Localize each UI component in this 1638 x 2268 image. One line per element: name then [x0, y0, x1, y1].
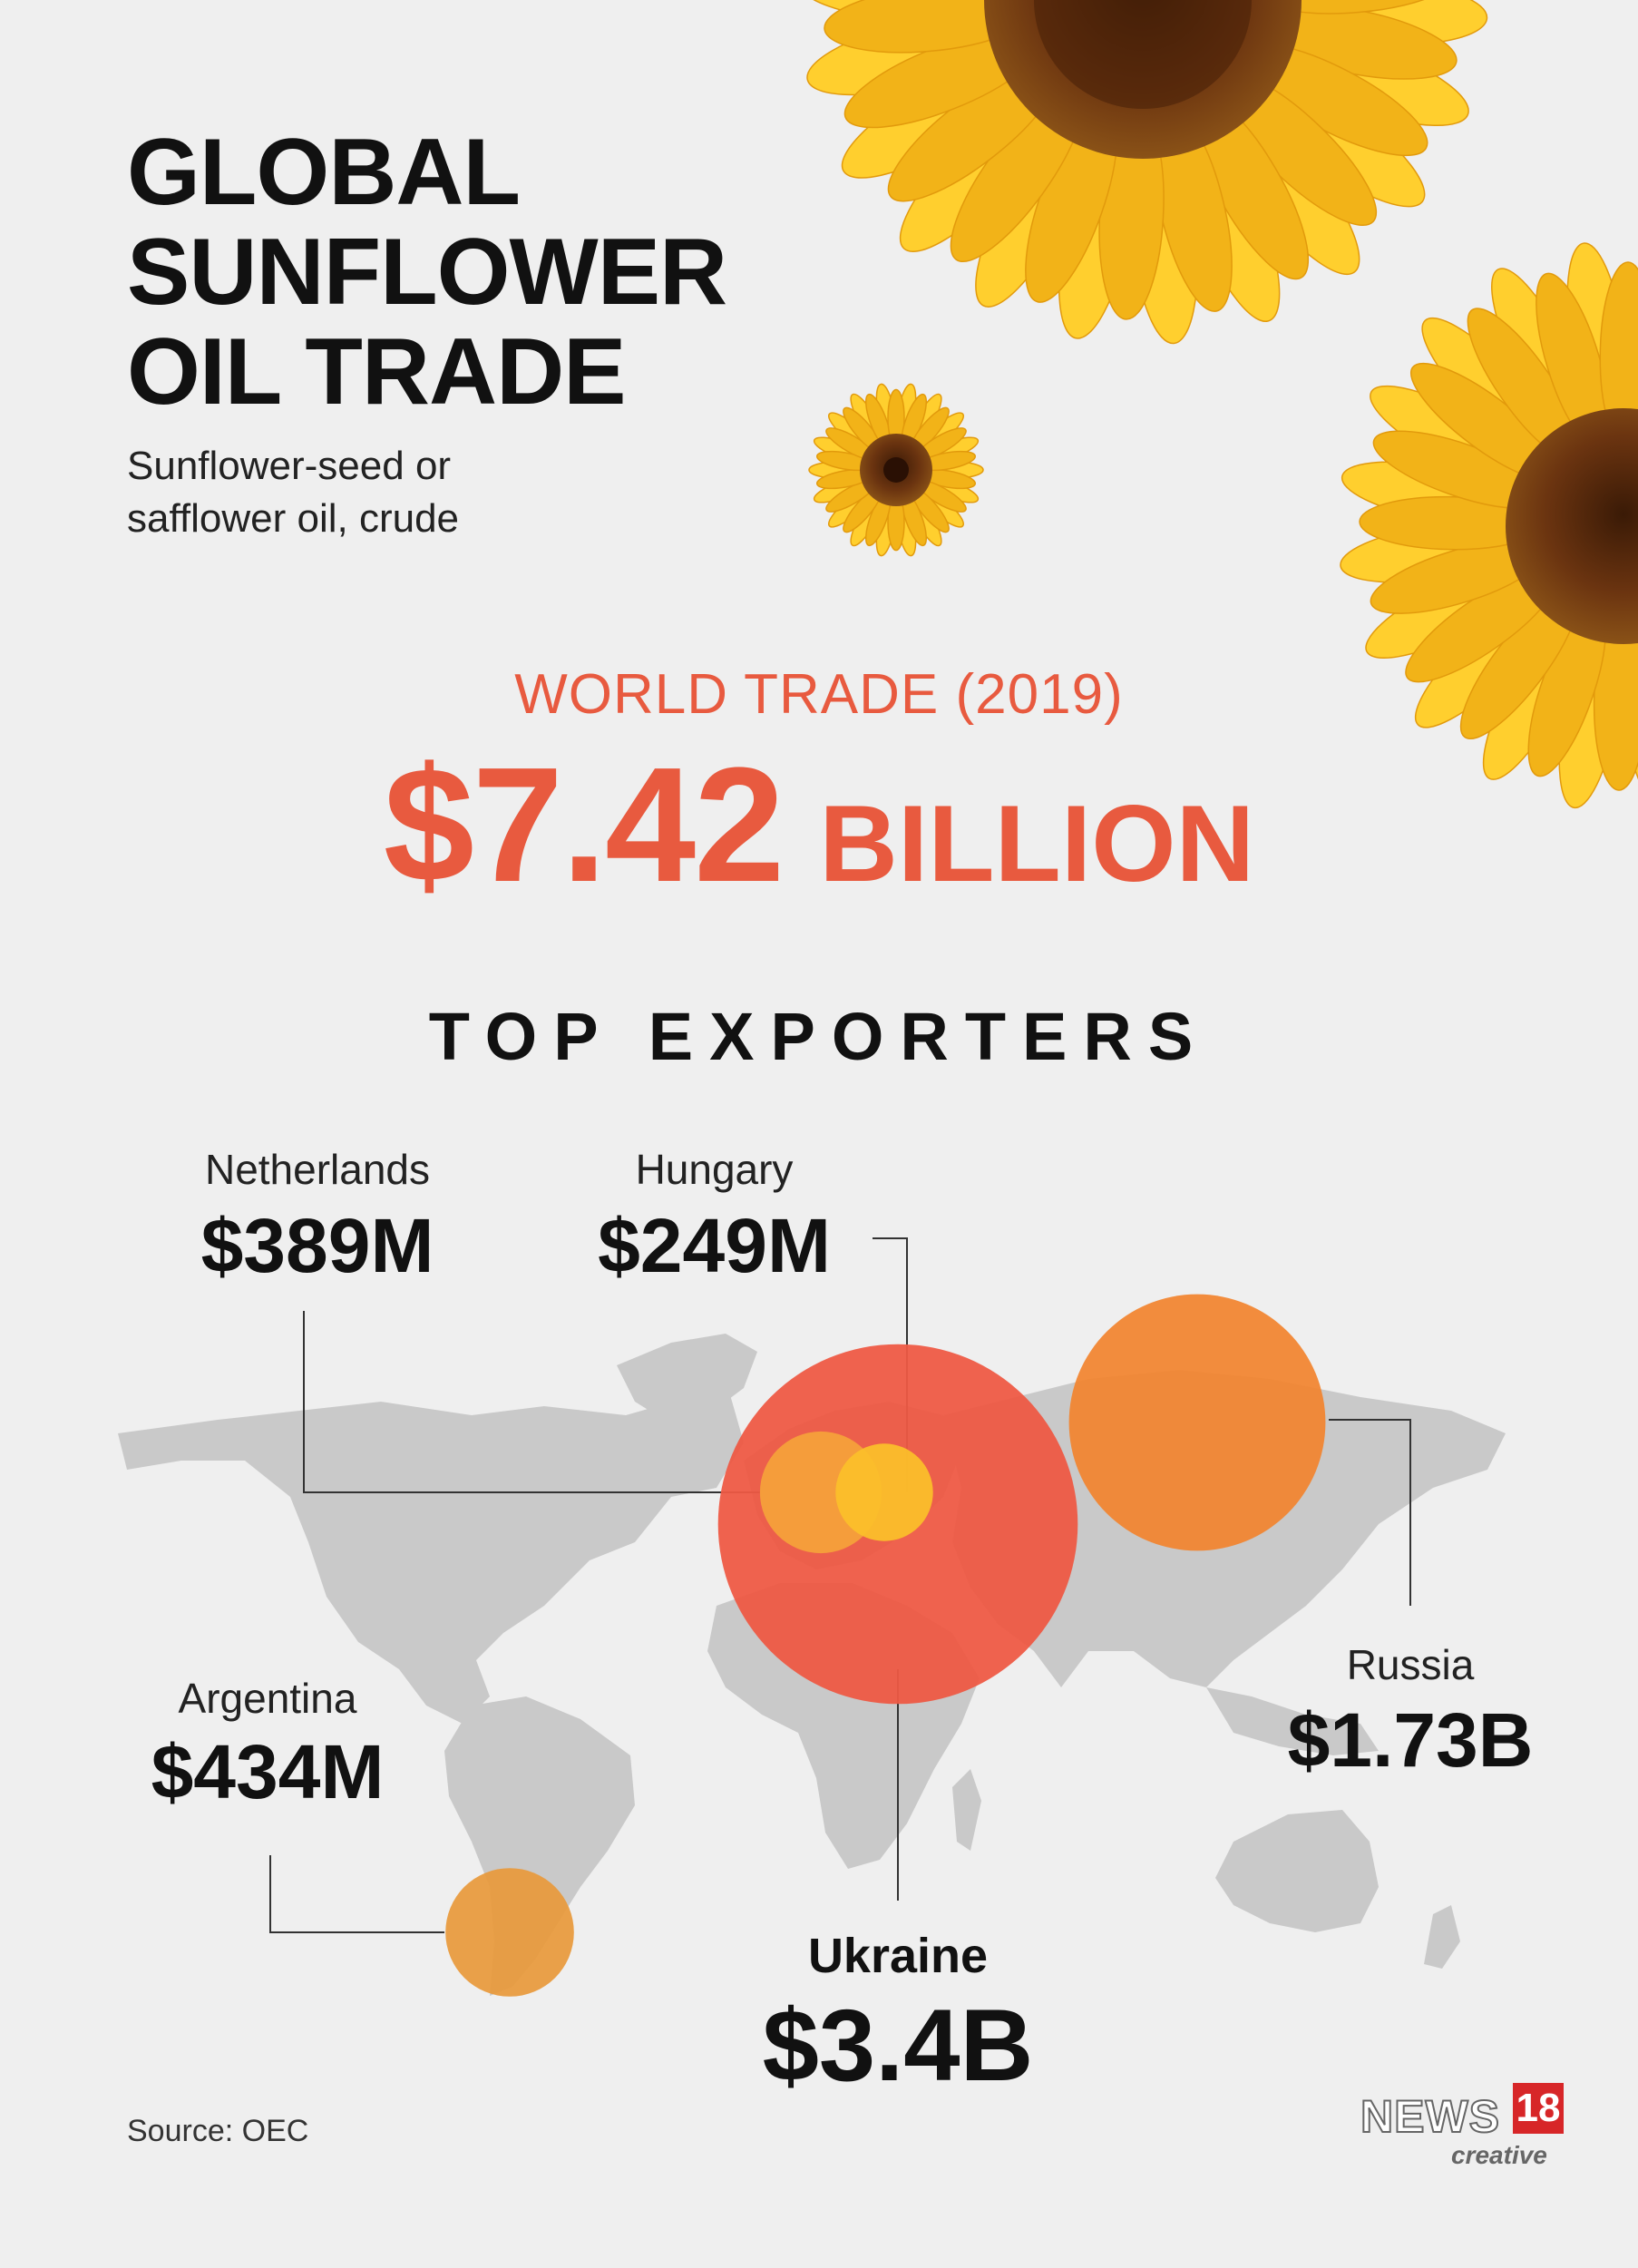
southeast-asia-shape [1206, 1687, 1379, 1755]
source-note: Source: OEC [127, 2114, 309, 2148]
russia-bubble [1068, 1294, 1326, 1551]
russia-value: $1.73B [1287, 1697, 1534, 1783]
netherlands-connector [303, 1311, 760, 1493]
argentina-bubble [445, 1868, 574, 1997]
page-subtitle: Sunflower-seed or safflower oil, crude [127, 440, 459, 545]
logo-number: 18 [1513, 2083, 1564, 2134]
netherlands-value: $389M [200, 1203, 434, 1288]
argentina-connector [269, 1855, 444, 1933]
world-trade-unit: BILLION [819, 783, 1255, 904]
title-line: SUNFLOWER [127, 220, 727, 325]
logo-news-text: NEWS [1360, 2090, 1500, 2143]
subtitle-line: Sunflower-seed or [127, 444, 452, 488]
ukraine-value: $3.4B [762, 1989, 1034, 2102]
logo-creative-text: creative [1451, 2141, 1547, 2169]
section-title: TOP EXPORTERS [428, 999, 1210, 1074]
australia-shape [1215, 1810, 1379, 1932]
madagascar-shape [952, 1769, 981, 1851]
north-america-shape [118, 1379, 744, 1724]
exporter-bubbles [445, 1294, 1326, 1997]
world-trade-value: $7.42 BILLION [0, 744, 1638, 959]
russia-name: Russia [1346, 1641, 1475, 1688]
news18-logo: NEWS 18 creative [1360, 2077, 1578, 2177]
ukraine-name: Ukraine [807, 1929, 989, 1983]
subtitle-line: safflower oil, crude [127, 496, 460, 541]
sunflower-icon [808, 383, 984, 557]
netherlands-name: Netherlands [204, 1146, 431, 1193]
greenland-shape [617, 1334, 757, 1424]
hungary-name: Hungary [635, 1146, 794, 1193]
title-line: GLOBAL [127, 120, 521, 225]
sunflower-icon [797, 0, 1488, 345]
world-trade-amount: $7.42 [383, 734, 785, 916]
russia-connector [1329, 1419, 1411, 1606]
argentina-value: $434M [151, 1729, 385, 1814]
sunflower-icon [1340, 242, 1638, 810]
new-zealand-shape [1424, 1905, 1460, 1969]
argentina-name: Argentina [178, 1675, 357, 1722]
hungary-value: $249M [598, 1203, 831, 1288]
world-trade-label: WORLD TRADE (2019) [514, 663, 1124, 726]
south-america-shape [444, 1696, 635, 1996]
sunflower-petal [1253, 0, 1462, 15]
page-title: GLOBAL SUNFLOWER OIL TRADE [127, 120, 727, 425]
hungary-bubble [835, 1443, 933, 1541]
title-line: OIL TRADE [127, 319, 627, 425]
